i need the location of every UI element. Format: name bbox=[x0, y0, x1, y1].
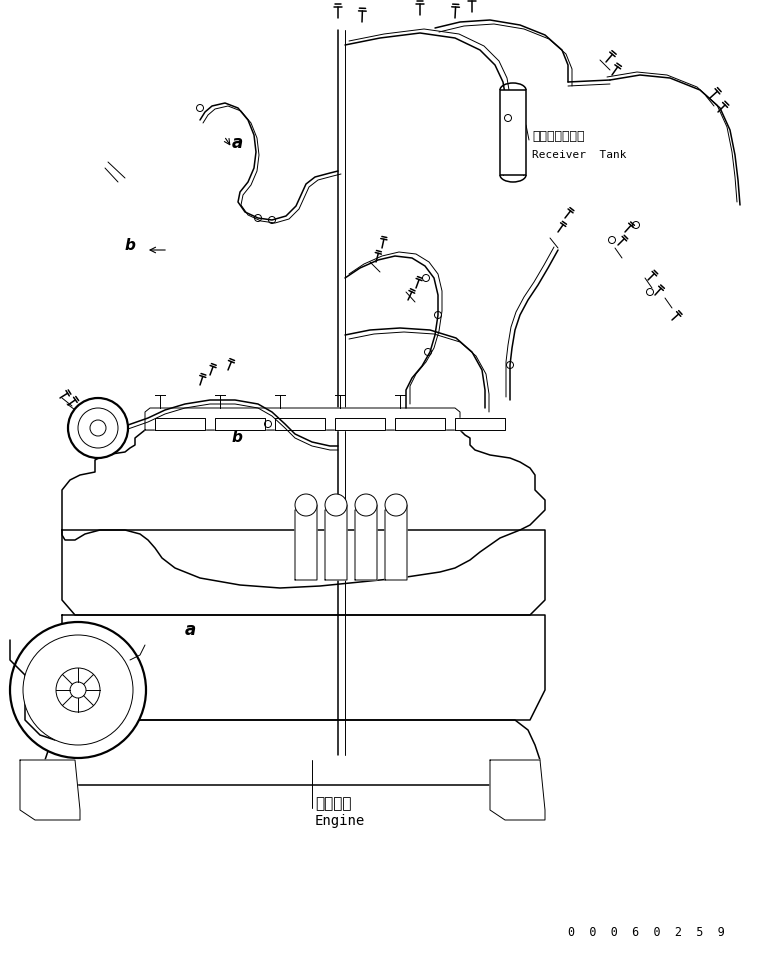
Polygon shape bbox=[455, 418, 505, 430]
Text: レシーバタンク: レシーバタンク bbox=[532, 130, 584, 143]
Polygon shape bbox=[155, 418, 205, 430]
Polygon shape bbox=[145, 408, 460, 430]
Polygon shape bbox=[295, 505, 317, 580]
Polygon shape bbox=[45, 720, 540, 785]
Circle shape bbox=[385, 494, 407, 516]
Circle shape bbox=[23, 635, 133, 745]
Text: Receiver  Tank: Receiver Tank bbox=[532, 150, 627, 160]
Text: a: a bbox=[185, 621, 196, 639]
Circle shape bbox=[10, 622, 146, 758]
Circle shape bbox=[325, 494, 347, 516]
Circle shape bbox=[56, 668, 100, 712]
Polygon shape bbox=[62, 530, 545, 615]
Polygon shape bbox=[275, 418, 325, 430]
Text: エンジン: エンジン bbox=[315, 796, 351, 811]
Polygon shape bbox=[62, 430, 545, 588]
Polygon shape bbox=[395, 418, 445, 430]
Polygon shape bbox=[385, 505, 407, 580]
Polygon shape bbox=[355, 505, 377, 580]
Circle shape bbox=[295, 494, 317, 516]
Circle shape bbox=[68, 398, 128, 458]
Text: b: b bbox=[125, 238, 136, 253]
Polygon shape bbox=[335, 418, 385, 430]
Polygon shape bbox=[62, 615, 545, 720]
Polygon shape bbox=[215, 418, 265, 430]
Bar bbox=[500, 90, 526, 175]
Polygon shape bbox=[325, 505, 347, 580]
Text: a: a bbox=[232, 134, 243, 152]
Circle shape bbox=[90, 420, 106, 436]
Text: 0  0  0  6  0  2  5  9: 0 0 0 6 0 2 5 9 bbox=[568, 926, 725, 939]
Circle shape bbox=[355, 494, 377, 516]
Polygon shape bbox=[490, 760, 545, 820]
Circle shape bbox=[70, 682, 86, 698]
Text: b: b bbox=[232, 430, 243, 445]
Polygon shape bbox=[20, 760, 80, 820]
Circle shape bbox=[78, 408, 118, 448]
Text: Engine: Engine bbox=[315, 814, 365, 828]
